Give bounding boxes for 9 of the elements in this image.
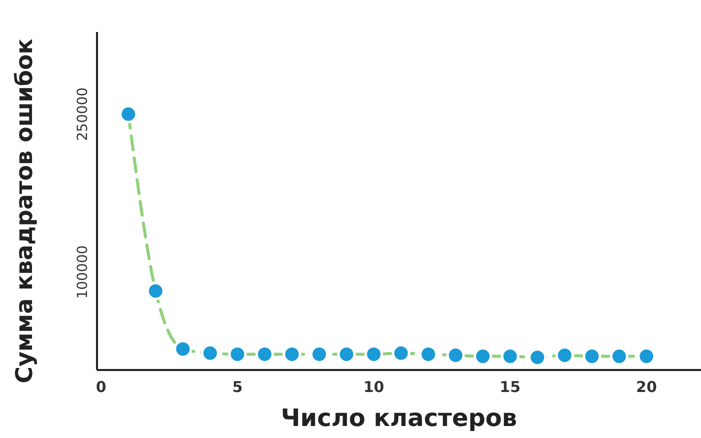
x-tick-label: 10 (363, 378, 384, 396)
y-tick-label: 250000 (75, 87, 91, 141)
y-tick-label: 100000 (75, 245, 91, 299)
x-tick-label: 15 (500, 378, 521, 396)
x-axis-title: Число кластеров (280, 404, 518, 432)
x-tick-label: 20 (636, 378, 657, 396)
x-tick-label: 5 (232, 378, 243, 396)
x-tick-label: 0 (96, 378, 106, 396)
y-axis-title: Сумма квадратов ошибок (12, 38, 38, 384)
